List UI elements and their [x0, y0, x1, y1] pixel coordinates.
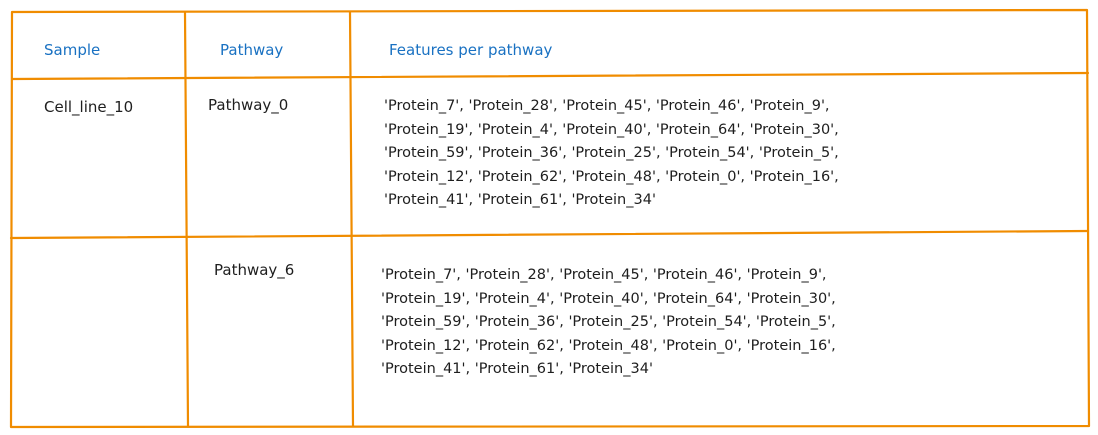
feature-line: 'Protein_41', 'Protein_61', 'Protein_34'	[381, 361, 653, 377]
header-sample: Sample	[44, 41, 101, 59]
row-2-pathway: Pathway_6	[214, 261, 295, 279]
feature-line: 'Protein_12', 'Protein_62', 'Protein_48'…	[384, 168, 839, 185]
row-2-features: 'Protein_7', 'Protein_28', 'Protein_45',…	[381, 264, 836, 382]
feature-line: 'Protein_12', 'Protein_62', 'Protein_48'…	[381, 337, 836, 354]
header-pathway: Pathway	[220, 41, 284, 59]
row-divider	[9, 229, 1090, 240]
feature-line: 'Protein_59', 'Protein_36', 'Protein_25'…	[384, 145, 839, 161]
row-1-pathway: Pathway_0	[208, 96, 289, 114]
feature-line: 'Protein_19', 'Protein_4', 'Protein_40',…	[381, 290, 836, 307]
feature-line: 'Protein_41', 'Protein_61', 'Protein_34'	[384, 192, 656, 208]
column-divider-2	[348, 10, 355, 428]
feature-line: 'Protein_7', 'Protein_28', 'Protein_45',…	[381, 267, 827, 283]
header-features: Features per pathway	[389, 41, 553, 59]
feature-line: 'Protein_7', 'Protein_28', 'Protein_45',…	[384, 98, 830, 114]
row-1-sample: Cell_line_10	[44, 98, 134, 116]
outer-border	[9, 8, 1091, 429]
feature-line: 'Protein_19', 'Protein_4', 'Protein_40',…	[384, 121, 839, 138]
feature-line: 'Protein_59', 'Protein_36', 'Protein_25'…	[381, 314, 836, 330]
header-divider	[10, 71, 1090, 81]
column-divider-1	[183, 11, 190, 428]
row-1-features: 'Protein_7', 'Protein_28', 'Protein_45',…	[384, 95, 839, 213]
